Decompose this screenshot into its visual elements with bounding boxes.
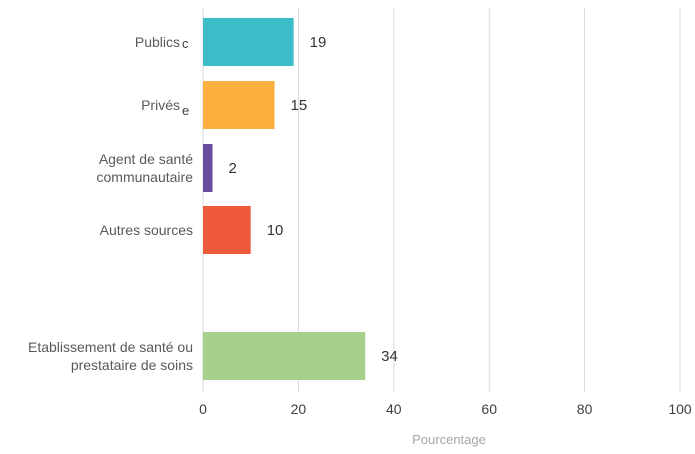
category-label: communautaire <box>97 169 194 185</box>
data-label: 10 <box>267 222 284 239</box>
category-label: Privés <box>141 97 180 113</box>
x-tick-label: 100 <box>668 401 692 417</box>
x-tick-label: 80 <box>577 401 593 417</box>
data-label: 34 <box>381 348 398 365</box>
category-label: Autres sources <box>100 222 193 238</box>
category-label: Agent de santé <box>99 151 193 167</box>
data-label: 2 <box>229 160 237 177</box>
bar <box>203 18 294 66</box>
category-superscript: e <box>182 103 189 118</box>
x-tick-label: 0 <box>199 401 207 417</box>
x-axis-title: Pourcentage <box>412 432 486 447</box>
x-tick-label: 60 <box>481 401 497 417</box>
category-label: Publics <box>135 34 180 50</box>
x-tick-label: 20 <box>291 401 307 417</box>
category-label: Etablissement de santé ou <box>28 339 193 355</box>
data-label: 15 <box>291 97 308 114</box>
data-label: 19 <box>310 34 327 51</box>
bar <box>203 206 251 254</box>
bar <box>203 81 275 129</box>
category-label: prestataire de soins <box>71 357 193 373</box>
bar <box>203 144 213 192</box>
category-superscript: c <box>182 36 189 51</box>
bar <box>203 332 366 380</box>
x-tick-label: 40 <box>386 401 402 417</box>
